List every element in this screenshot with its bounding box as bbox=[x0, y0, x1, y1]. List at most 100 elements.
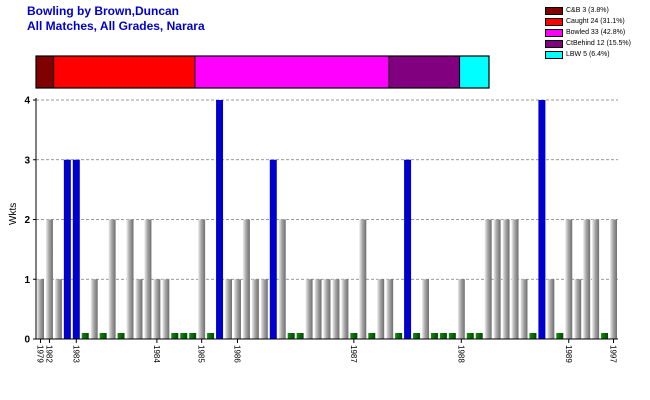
legend-swatch-bowled bbox=[545, 28, 563, 37]
bar-17 bbox=[189, 333, 197, 339]
bar-6 bbox=[90, 279, 98, 339]
bar-63 bbox=[601, 333, 609, 339]
bar-9 bbox=[117, 333, 125, 339]
bar-20 bbox=[216, 100, 224, 339]
stack-segment-3 bbox=[388, 56, 460, 88]
bars bbox=[36, 100, 618, 339]
bar-2 bbox=[54, 279, 62, 339]
bar-43 bbox=[422, 279, 429, 339]
bar-24 bbox=[251, 279, 259, 339]
bar-56 bbox=[538, 100, 546, 339]
bar-35 bbox=[350, 333, 358, 339]
bar-21 bbox=[225, 279, 232, 339]
x-tick-label-1984: 1984 bbox=[152, 345, 161, 363]
bar-58 bbox=[556, 333, 564, 339]
bar-40 bbox=[395, 333, 403, 339]
y-tick-label-2: 2 bbox=[24, 215, 30, 226]
x-tick-label-1982: 1982 bbox=[44, 345, 53, 363]
bar-15 bbox=[171, 333, 179, 339]
bar-39 bbox=[386, 279, 394, 339]
legend-label-cb: C&B 3 (3.8%) bbox=[566, 7, 609, 14]
bar-0 bbox=[36, 279, 44, 339]
bar-53 bbox=[511, 219, 519, 339]
stack-bar-border bbox=[35, 55, 490, 89]
bar-59 bbox=[565, 219, 573, 339]
bar-64 bbox=[610, 219, 618, 339]
bar-44 bbox=[430, 333, 438, 339]
bar-10 bbox=[126, 219, 134, 339]
bar-27 bbox=[278, 219, 286, 339]
y-tick-label-4: 4 bbox=[24, 96, 30, 107]
stack-segment-1 bbox=[53, 56, 195, 88]
bar-31 bbox=[314, 279, 322, 339]
bar-14 bbox=[162, 279, 170, 339]
legend-label-ctbehind: CtBehind 12 (15.5%) bbox=[566, 40, 631, 47]
bar-5 bbox=[81, 333, 89, 339]
x-tick-label-1987: 1987 bbox=[349, 345, 358, 363]
legend-item-bowled: Bowled 33 (42.8%) bbox=[545, 27, 631, 38]
x-tick-label-1985: 1985 bbox=[197, 345, 206, 363]
legend-item-lbw: LBW 5 (6.4%) bbox=[545, 49, 631, 60]
bar-23 bbox=[242, 219, 250, 339]
bar-51 bbox=[493, 219, 501, 339]
bar-47 bbox=[457, 279, 465, 339]
bar-60 bbox=[574, 279, 582, 339]
bar-4 bbox=[72, 159, 80, 339]
dismissal-stack-bar bbox=[35, 55, 490, 89]
bar-13 bbox=[153, 279, 161, 339]
bar-1 bbox=[45, 219, 53, 339]
bar-22 bbox=[233, 279, 241, 339]
stack-segment-0 bbox=[36, 56, 54, 88]
bar-61 bbox=[583, 219, 591, 339]
stack-segment-2 bbox=[194, 56, 389, 88]
legend-item-ctbehind: CtBehind 12 (15.5%) bbox=[545, 38, 631, 49]
x-tick-labels: 1979 1982 1983 1984 1985 1986 1987 1988 1989 1997 bbox=[35, 339, 618, 363]
bar-55 bbox=[529, 333, 537, 339]
bar-46 bbox=[448, 333, 456, 339]
legend-item-cb: C&B 3 (3.8%) bbox=[545, 5, 631, 16]
bar-48 bbox=[466, 333, 474, 339]
legend-label-caught: Caught 24 (31.1%) bbox=[566, 18, 625, 25]
legend-item-caught: Caught 24 (31.1%) bbox=[545, 16, 631, 27]
x-tick-label-1989: 1989 bbox=[564, 345, 573, 363]
bar-57 bbox=[547, 279, 555, 339]
axes bbox=[33, 98, 618, 340]
legend-swatch-ctbehind bbox=[545, 39, 563, 48]
bar-36 bbox=[359, 219, 367, 339]
legend-swatch-caught bbox=[545, 17, 563, 26]
bar-38 bbox=[377, 279, 385, 339]
bar-49 bbox=[475, 333, 483, 339]
chart-title: Bowling by Brown,Duncan bbox=[27, 4, 179, 18]
x-tick-label-1988: 1988 bbox=[456, 345, 465, 363]
y-axis-label: Wkts bbox=[8, 202, 19, 225]
y-tick-label-1: 1 bbox=[24, 275, 30, 286]
bar-11 bbox=[135, 279, 143, 339]
bar-3 bbox=[63, 159, 71, 339]
x-tick-label-1986: 1986 bbox=[232, 345, 241, 363]
bar-54 bbox=[520, 279, 528, 339]
bar-12 bbox=[144, 219, 152, 339]
bar-28 bbox=[287, 333, 295, 339]
bar-37 bbox=[368, 333, 376, 339]
bar-29 bbox=[296, 333, 304, 339]
legend-label-bowled: Bowled 33 (42.8%) bbox=[566, 29, 626, 36]
bar-18 bbox=[198, 219, 206, 339]
stack-segment-4 bbox=[459, 56, 489, 88]
y-tick-labels: 0 1 2 3 4 bbox=[24, 96, 30, 346]
bar-33 bbox=[332, 279, 340, 339]
bar-52 bbox=[502, 219, 510, 339]
bar-32 bbox=[323, 279, 331, 339]
bar-42 bbox=[413, 333, 421, 339]
legend-swatch-cb bbox=[545, 6, 563, 15]
bar-19 bbox=[207, 333, 215, 339]
bar-62 bbox=[592, 219, 600, 339]
y-tick-label-3: 3 bbox=[24, 155, 30, 166]
legend: C&B 3 (3.8%) Caught 24 (31.1%) Bowled 33… bbox=[545, 5, 631, 60]
y-tick-label-0: 0 bbox=[24, 335, 30, 346]
x-tick-label-1983: 1983 bbox=[71, 345, 80, 363]
x-tick-label-1979: 1979 bbox=[35, 345, 44, 363]
bar-16 bbox=[180, 333, 188, 339]
x-tick-label-1997: 1997 bbox=[609, 345, 618, 363]
bar-50 bbox=[484, 219, 492, 339]
